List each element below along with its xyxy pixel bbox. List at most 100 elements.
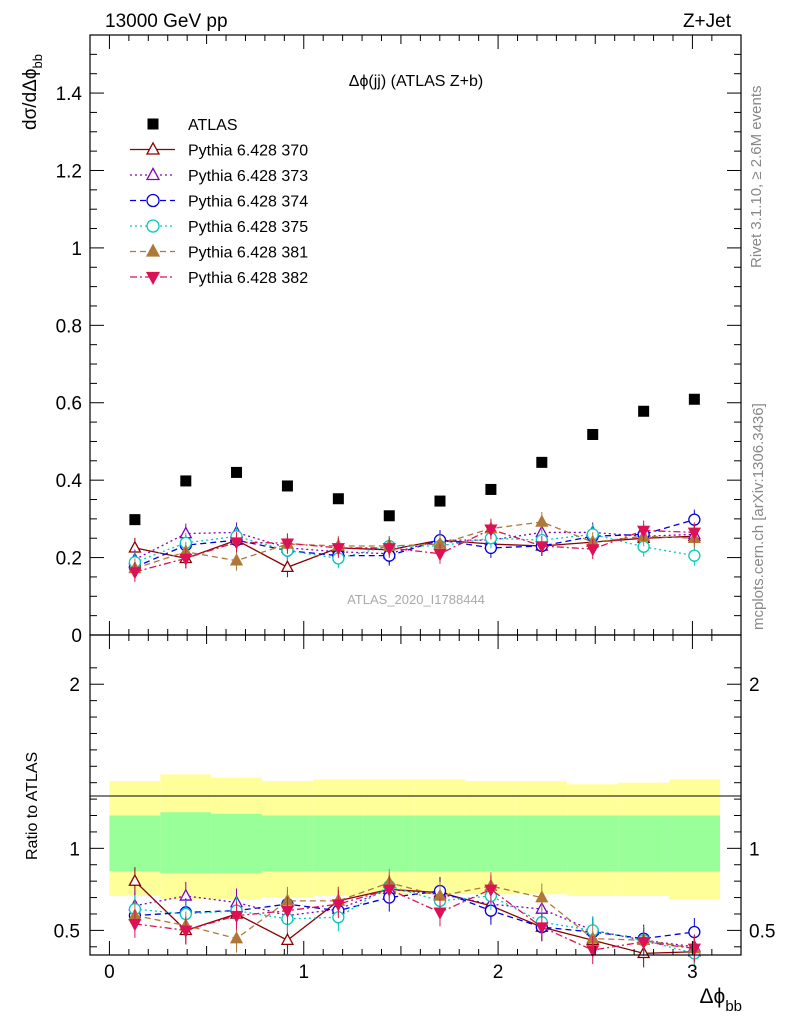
legend-entry: Pythia 6.428 370 — [130, 141, 308, 160]
ratio-ytick-label-right: 0.5 — [749, 921, 775, 942]
atlas-data-point — [638, 405, 650, 417]
ratio-ytick-label-left: 2 — [69, 675, 80, 696]
ratio-xtick-label: 3 — [687, 962, 698, 983]
atlas-data-point — [434, 495, 446, 507]
mc-series-line — [134, 535, 695, 568]
legend-entry: Pythia 6.428 381 — [130, 243, 308, 262]
legend-entry: Pythia 6.428 382 — [130, 270, 308, 287]
legend: ATLAS Pythia 6.428 370 Pythia 6.428 373 Pyt… — [130, 117, 308, 287]
ratio-xlabel: Δϕbb — [700, 985, 742, 1015]
legend-marker — [146, 193, 160, 208]
main-ytick-label: 1.4 — [56, 84, 83, 105]
ratio-frame — [89, 634, 742, 956]
energy-label: 13000 GeV pp — [105, 11, 228, 32]
mc-point — [280, 559, 295, 573]
legend-label: Pythia 6.428 374 — [188, 194, 308, 211]
legend-label: Pythia 6.428 375 — [188, 219, 308, 236]
ratio-point — [433, 907, 447, 920]
main-ytick-label: 1 — [71, 239, 82, 260]
atlas-data-point — [332, 493, 344, 505]
main-ytick-label: 0.2 — [56, 549, 82, 570]
ratio-ytick-label-right: 2 — [749, 675, 760, 696]
mc-point — [535, 541, 549, 554]
mc-series — [128, 509, 701, 578]
ratio-point — [128, 919, 142, 932]
main-ylabel: dσ/dΔϕbb — [20, 54, 45, 130]
ratio-uncertainty-bands — [109, 774, 721, 900]
ratio-series-line — [134, 888, 695, 951]
legend-marker — [145, 243, 161, 257]
main-title: Δϕ(jj) (ATLAS Z+b) — [349, 73, 483, 90]
ratio-point — [229, 910, 244, 924]
main-ytick-label: 0.4 — [56, 471, 83, 492]
ratio-series-line — [134, 880, 695, 955]
ratio-point — [280, 905, 295, 919]
ratio-ylabel: Ratio to ATLAS — [24, 752, 41, 860]
ratio-series-line — [134, 888, 695, 948]
ratio-xtick-label: 0 — [104, 962, 115, 983]
atlas-data-point — [485, 483, 497, 495]
ratio-ytick-label-left: 0.5 — [54, 921, 80, 942]
legend-entry: Pythia 6.428 374 — [130, 194, 308, 211]
inner-band-bin — [567, 815, 619, 872]
process-label: Z+Jet — [683, 11, 732, 32]
atlas-data-point — [536, 456, 548, 468]
atlas-data-point — [383, 510, 395, 522]
inner-band-bin — [211, 813, 262, 873]
inner-band-bin — [312, 815, 364, 872]
mc-series — [128, 511, 701, 579]
main-ytick-label: 0.8 — [56, 316, 82, 337]
inner-band-bin — [261, 815, 313, 872]
mc-point — [687, 527, 701, 540]
ratio-series-line — [134, 882, 695, 950]
atlas-data-series — [129, 393, 700, 526]
ratio-point — [179, 925, 193, 938]
atlas-data-point — [281, 480, 293, 492]
inner-band-bin — [669, 815, 721, 872]
mc-series — [128, 522, 701, 570]
legend-marker — [146, 219, 160, 233]
main-panel: 00.20.40.60.811.21.4 Δϕ(jj) (ATLAS Z+b) … — [20, 34, 742, 647]
ratio-xtick-label: 2 — [493, 962, 504, 983]
legend-label: Pythia 6.428 382 — [188, 270, 308, 287]
ratio-point — [280, 932, 295, 946]
ratio-xtick-label: 1 — [298, 962, 309, 983]
ratio-ytick-label-left: 1 — [69, 839, 80, 860]
mc-point — [535, 514, 549, 527]
atlas-data-point — [180, 475, 192, 487]
ratio-point — [535, 922, 549, 935]
ratio-xlabel-text: Δϕbb — [700, 985, 742, 1015]
ratio-point — [382, 884, 396, 897]
ratio-point — [128, 873, 142, 886]
legend-entry: Pythia 6.428 375 — [130, 219, 308, 236]
ratio-series — [128, 875, 701, 965]
atlas-data-point — [688, 393, 700, 405]
mc-point — [688, 549, 701, 562]
mc-point — [433, 548, 447, 562]
mc-series-line — [134, 528, 695, 573]
legend-label: Pythia 6.428 373 — [188, 168, 308, 185]
ratio-series-line — [134, 890, 695, 940]
inner-band-bin — [618, 815, 670, 872]
mc-point — [331, 543, 345, 556]
mc-point — [229, 553, 244, 566]
mc-point — [637, 525, 651, 538]
main-ytick-label: 0 — [71, 626, 82, 647]
mc-point — [484, 524, 498, 537]
inner-band-bin — [465, 815, 517, 872]
mc-series-line — [134, 533, 695, 563]
mc-series — [128, 519, 701, 582]
mcplots-label: mcplots.cern.ch [arXiv:1306.3436] — [750, 403, 767, 630]
inner-band-bin — [160, 812, 212, 873]
main-ylabel-text: dσ/dΔϕbb — [20, 54, 45, 130]
atlas-data-point — [587, 428, 599, 440]
legend-entry: ATLAS — [147, 117, 238, 134]
atlas-data-point — [129, 514, 141, 526]
inner-band-bin — [109, 815, 161, 872]
legend-label: Pythia 6.428 370 — [188, 143, 308, 160]
mc-point — [128, 567, 142, 580]
ratio-axis-ticks: 0.5 0.5 1 1 2 2 0 1 2 3 — [54, 635, 775, 983]
main-series-layer — [128, 393, 701, 582]
ratio-point — [637, 937, 651, 950]
